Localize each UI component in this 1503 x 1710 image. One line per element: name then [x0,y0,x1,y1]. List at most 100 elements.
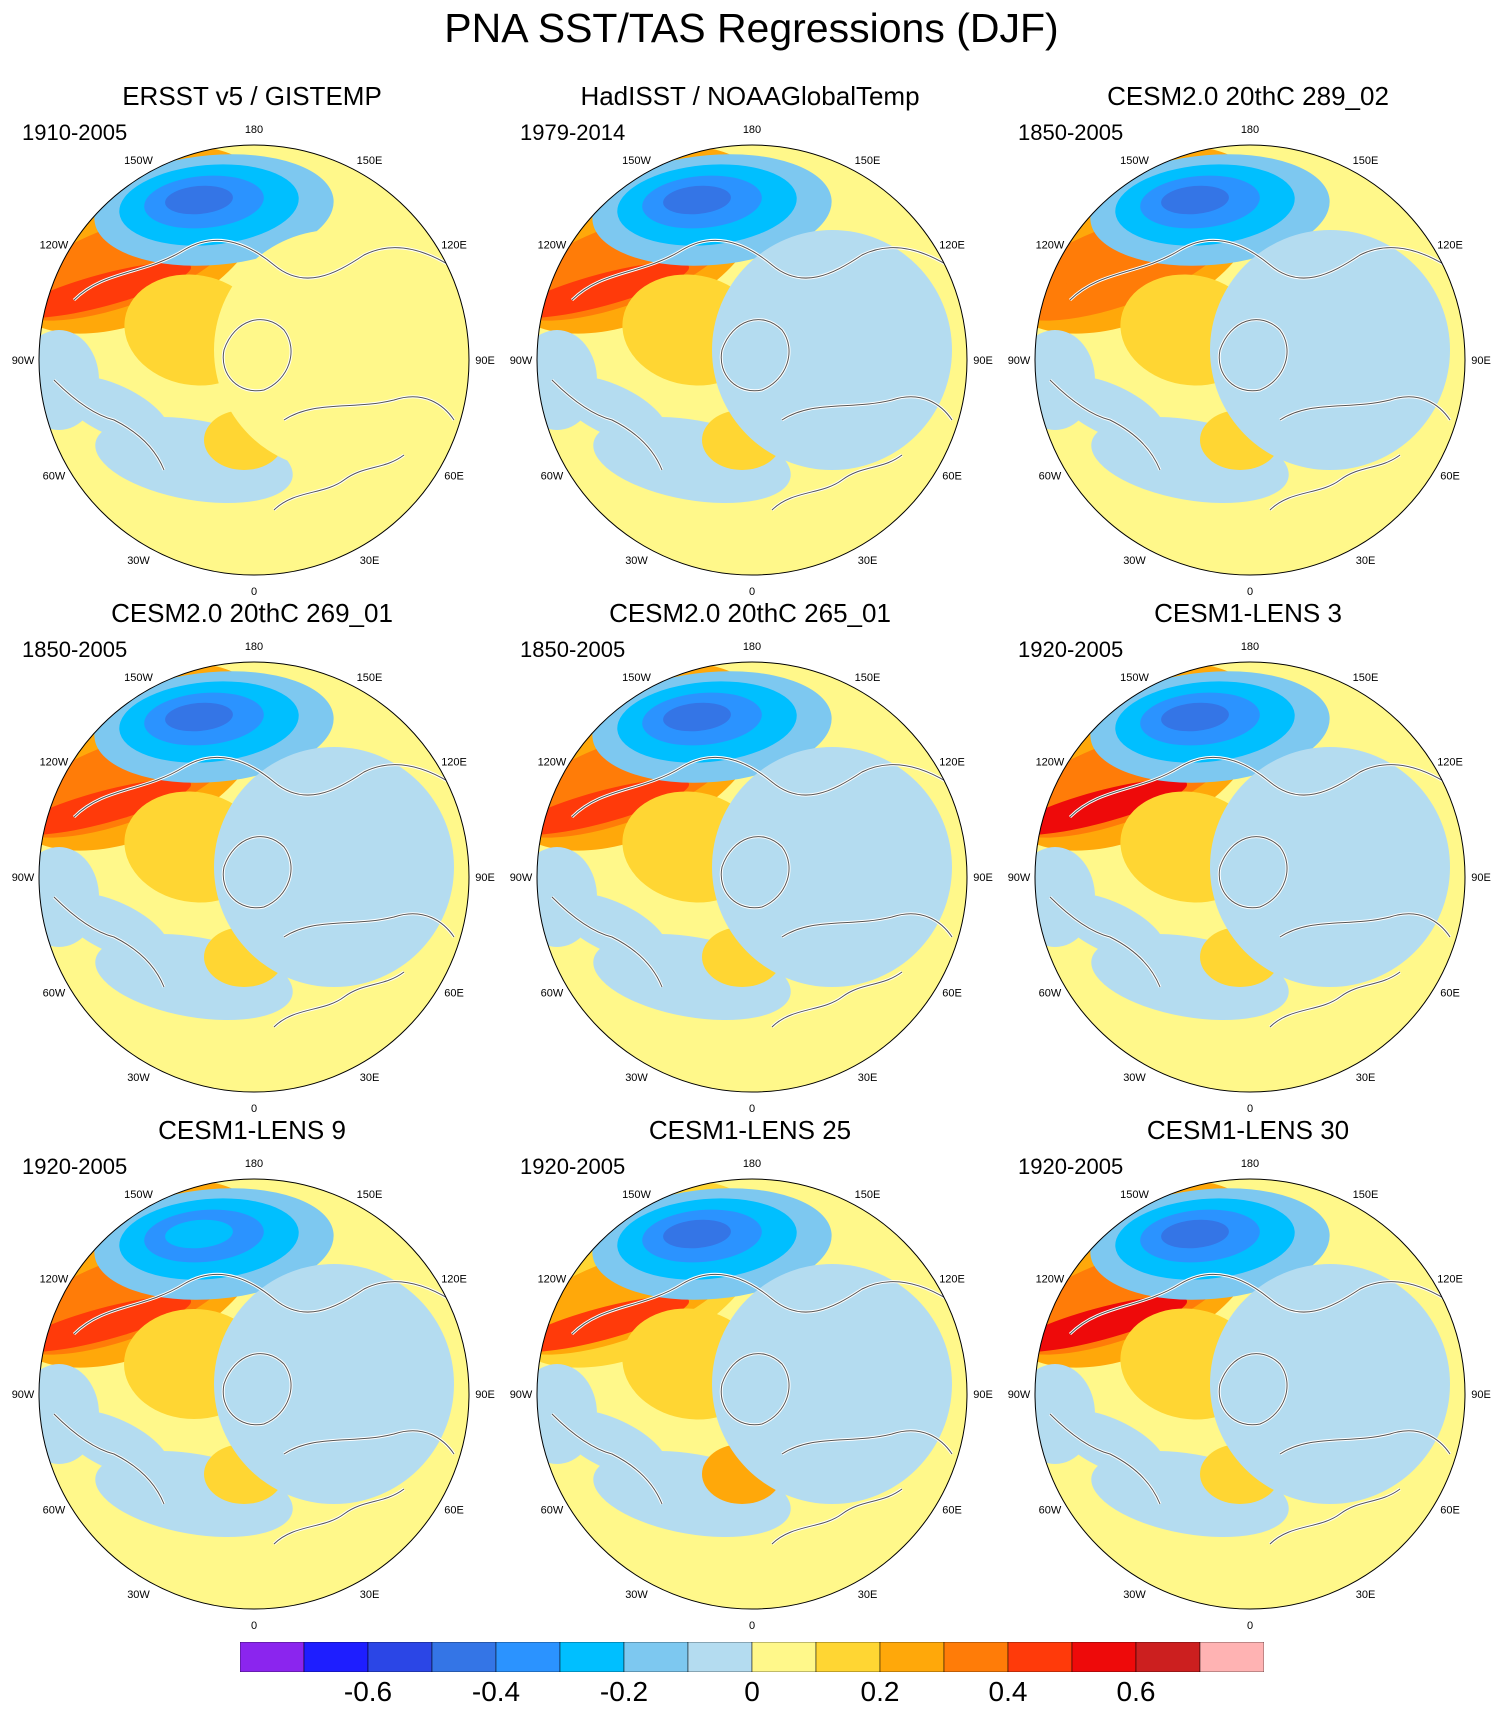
longitude-label: 120W [1036,757,1065,769]
map-border [38,661,470,1093]
polar-map: 180 150E 120E 90E 60E 30E 0 30W 60W 90W 120W 150W [510,124,993,598]
colorbar-swatch [431,1641,497,1673]
polar-map: 180 150E 120E 90E 60E 30E 0 30W 60W 90W 120W 150W [510,1158,993,1632]
longitude-label: 120E [939,1274,965,1286]
longitude-label: 0 [749,1103,755,1115]
colorbar-swatch [1135,1641,1201,1673]
map-panel: 180 150E 120E 90E 60E 30E 0 30W 60W 90W 120W 150W ER… [12,80,495,598]
longitude-label: 120W [40,757,69,769]
longitude-label: 150E [1353,1189,1379,1201]
map-panel: 180 150E 120E 90E 60E 30E 0 30W 60W 90W 120W 150W CE… [1008,80,1491,598]
longitude-label: 30E [1356,1072,1376,1084]
panel-period: 1910-2005 [22,120,128,145]
colorbar-swatch [239,1641,305,1673]
panel-title: CESM1-LENS 9 [158,1115,346,1145]
anomaly-contour [39,1296,192,1352]
longitude-label: 150W [622,672,651,684]
map-border [1034,1178,1466,1610]
colorbar-swatch [943,1641,1009,1673]
longitude-label: 180 [245,1158,263,1170]
panel-period: 1920-2005 [22,1154,128,1179]
longitude-label: 120E [939,757,965,769]
longitude-label: 0 [251,1620,257,1632]
longitude-label: 30E [1356,1589,1376,1601]
longitude-label: 30E [360,1072,380,1084]
longitude-label: 120E [1437,1274,1463,1286]
longitude-label: 90W [12,1389,35,1401]
anomaly-contour [1210,1264,1450,1504]
map-border [536,144,968,576]
longitude-label: 0 [251,1103,257,1115]
map-field [39,145,469,575]
longitude-label: 90W [1008,355,1031,367]
anomaly-contour [1035,779,1188,835]
map-field [39,1179,469,1609]
panel-title: CESM2.0 20thC 265_01 [609,598,891,628]
polar-map: 180 150E 120E 90E 60E 30E 0 30W 60W 90W 120W 150W [510,641,993,1115]
longitude-label: 60E [444,1505,464,1517]
longitude-label: 60W [541,988,564,1000]
anomaly-contour [1161,702,1229,732]
longitude-label: 60E [1440,471,1460,483]
longitude-label: 0 [1247,586,1253,598]
coastline [53,756,455,1028]
longitude-label: 150E [855,672,881,684]
longitude-label: 30E [858,1072,878,1084]
anomaly-contour [663,185,731,215]
longitude-label: 60E [1440,1505,1460,1517]
longitude-label: 120E [1437,240,1463,252]
longitude-label: 180 [1241,641,1259,653]
coastline [1049,239,1451,511]
colorbar-swatch [495,1641,561,1673]
longitude-label: 30E [1356,555,1376,567]
anomaly-contour [165,185,233,215]
panel-period: 1920-2005 [1018,637,1124,662]
longitude-label: 30W [127,555,150,567]
longitude-label: 150E [855,155,881,167]
polar-map: 180 150E 120E 90E 60E 30E 0 30W 60W 90W 120W 150W [1008,641,1491,1115]
longitude-label: 90W [1008,872,1031,884]
longitude-label: 120W [538,757,567,769]
longitude-label: 90E [475,872,495,884]
longitude-label: 0 [1247,1103,1253,1115]
longitude-label: 30W [1123,1589,1146,1601]
coastline [551,239,953,511]
longitude-label: 180 [743,641,761,653]
anomaly-contour [1210,230,1450,470]
longitude-label: 60W [43,471,66,483]
anomaly-contour [214,230,454,470]
longitude-label: 90E [1471,355,1491,367]
anomaly-contour [537,779,690,835]
longitude-label: 120W [1036,240,1065,252]
longitude-label: 60E [942,988,962,1000]
colorbar-tick-label: 0.4 [988,1676,1028,1707]
anomaly-contour [214,747,454,987]
longitude-label: 120E [441,1274,467,1286]
longitude-label: 150W [622,155,651,167]
longitude-label: 60W [1039,471,1062,483]
longitude-label: 0 [1247,1620,1253,1632]
longitude-label: 150E [855,1189,881,1201]
colorbar-swatch [815,1641,881,1673]
anomaly-contour [165,1219,233,1249]
colorbar-swatch [559,1641,625,1673]
anomaly-contour [39,779,192,835]
anomaly-contour [214,1264,454,1504]
colorbar-swatch [879,1641,945,1673]
map-border [1034,144,1466,576]
longitude-label: 150E [357,155,383,167]
map-field [39,662,469,1092]
panel-period: 1979-2014 [520,120,626,145]
longitude-label: 90E [973,355,993,367]
anomaly-contour [712,1264,952,1504]
map-field [1035,662,1465,1092]
longitude-label: 150W [1120,155,1149,167]
longitude-label: 30W [127,1589,150,1601]
longitude-label: 120W [1036,1274,1065,1286]
longitude-label: 90W [1008,1389,1031,1401]
map-field [537,1179,967,1609]
anomaly-contour [165,702,233,732]
anomaly-contour [712,230,952,470]
polar-map: 180 150E 120E 90E 60E 30E 0 30W 60W 90W 120W 150W [1008,124,1491,598]
map-panel: 180 150E 120E 90E 60E 30E 0 30W 60W 90W 120W 150W Ha… [510,80,993,598]
